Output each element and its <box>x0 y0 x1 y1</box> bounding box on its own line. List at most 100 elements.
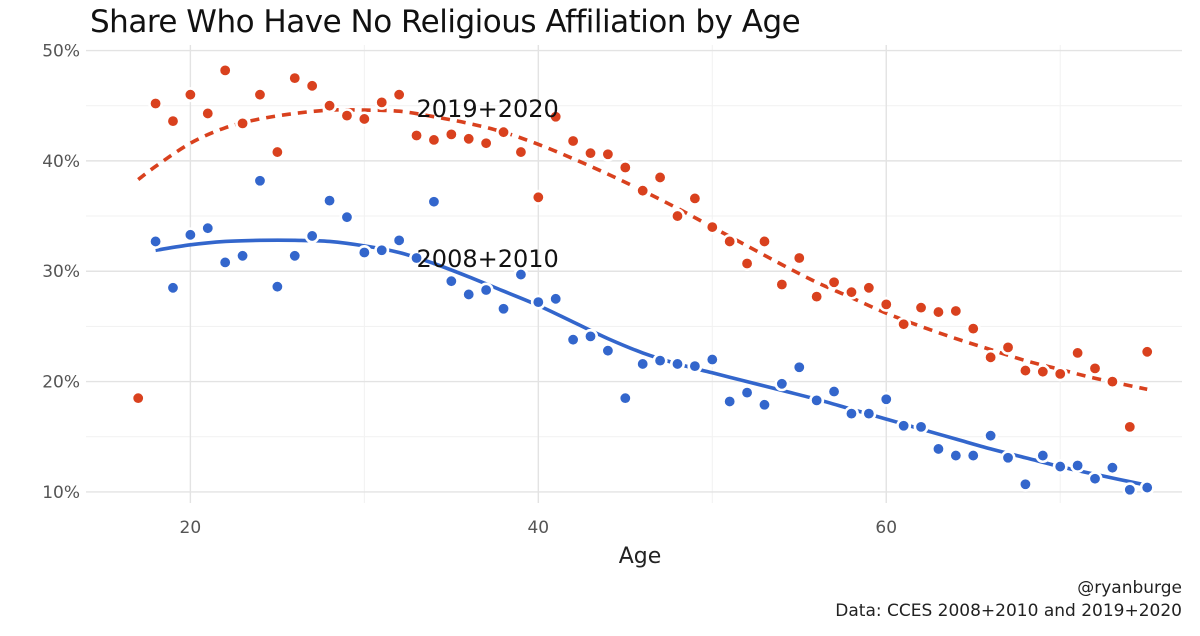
data-point-2019-2020 <box>756 233 772 249</box>
data-point-2008-2010 <box>756 397 772 413</box>
data-point-2019-2020 <box>878 296 894 312</box>
data-point-2008-2010 <box>861 406 877 422</box>
data-point-2008-2010 <box>322 193 338 209</box>
data-point-2008-2010 <box>443 273 459 289</box>
data-point-2019-2020 <box>774 276 790 292</box>
data-point-2019-2020 <box>635 183 651 199</box>
data-point-2008-2010 <box>1104 460 1120 476</box>
data-point-2019-2020 <box>252 87 268 103</box>
data-point-2019-2020 <box>391 87 407 103</box>
data-point-2019-2020 <box>496 124 512 140</box>
series-annotations: 2019+2020 2008+2010 <box>417 95 559 273</box>
data-point-2008-2010 <box>287 248 303 264</box>
data-point-2008-2010 <box>548 291 564 307</box>
data-point-2008-2010 <box>878 391 894 407</box>
data-point-2008-2010 <box>165 280 181 296</box>
data-point-2008-2010 <box>496 301 512 317</box>
data-point-2008-2010 <box>304 228 320 244</box>
data-point-2019-2020 <box>965 321 981 337</box>
y-tick-label: 50% <box>42 42 80 62</box>
data-point-2019-2020 <box>809 289 825 305</box>
data-point-2008-2010 <box>965 448 981 464</box>
data-point-2019-2020 <box>1122 419 1138 435</box>
data-point-2008-2010 <box>617 390 633 406</box>
data-point-2008-2010 <box>652 353 668 369</box>
data-point-2019-2020 <box>617 160 633 176</box>
data-point-2008-2010 <box>843 406 859 422</box>
series-label-2008-2010: 2008+2010 <box>417 245 559 273</box>
data-point-2019-2020 <box>426 132 442 148</box>
data-point-2019-2020 <box>652 169 668 185</box>
data-point-2008-2010 <box>1139 480 1155 496</box>
data-point-2019-2020 <box>896 316 912 332</box>
data-point-2019-2020 <box>704 219 720 235</box>
y-tick-label: 10% <box>42 483 80 503</box>
data-point-2008-2010 <box>791 359 807 375</box>
data-point-2008-2010 <box>461 286 477 302</box>
data-point-2019-2020 <box>600 146 616 162</box>
data-point-2019-2020 <box>443 126 459 142</box>
y-tick-label: 40% <box>42 152 80 172</box>
data-point-2008-2010 <box>774 376 790 392</box>
data-point-2019-2020 <box>148 95 164 111</box>
data-point-2008-2010 <box>356 244 372 260</box>
caption-handle: @ryanburge <box>1077 578 1182 598</box>
data-point-2019-2020 <box>461 131 477 147</box>
data-point-2008-2010 <box>391 232 407 248</box>
data-point-2019-2020 <box>409 127 425 143</box>
data-point-2019-2020 <box>791 250 807 266</box>
data-point-2019-2020 <box>478 135 494 151</box>
data-point-2019-2020 <box>1070 345 1086 361</box>
y-tick-label: 30% <box>42 262 80 282</box>
data-point-2008-2010 <box>1070 457 1086 473</box>
data-point-2008-2010 <box>148 233 164 249</box>
data-point-2019-2020 <box>913 300 929 316</box>
data-point-2019-2020 <box>983 349 999 365</box>
caption-source: Data: CCES 2008+2010 and 2019+2020 <box>835 601 1182 621</box>
data-point-2019-2020 <box>1000 339 1016 355</box>
data-points <box>130 62 1155 498</box>
data-point-2008-2010 <box>826 384 842 400</box>
data-point-2008-2010 <box>687 358 703 374</box>
data-point-2008-2010 <box>374 242 390 258</box>
data-point-2008-2010 <box>1087 471 1103 487</box>
data-point-2008-2010 <box>913 419 929 435</box>
data-point-2008-2010 <box>635 356 651 372</box>
data-point-2008-2010 <box>930 441 946 457</box>
data-point-2008-2010 <box>722 393 738 409</box>
data-point-2019-2020 <box>861 280 877 296</box>
data-point-2008-2010 <box>896 418 912 434</box>
data-point-2019-2020 <box>548 109 564 125</box>
trend-line-2008-2010 <box>155 238 1148 488</box>
trend-lines <box>137 108 1148 488</box>
data-point-2019-2020 <box>687 190 703 206</box>
data-point-2008-2010 <box>235 248 251 264</box>
data-point-2008-2010 <box>409 250 425 266</box>
y-tick-label: 20% <box>42 373 80 393</box>
data-point-2008-2010 <box>739 385 755 401</box>
data-point-2008-2010 <box>1035 448 1051 464</box>
data-point-2019-2020 <box>374 94 390 110</box>
data-point-2019-2020 <box>948 303 964 319</box>
data-point-2019-2020 <box>287 70 303 86</box>
data-point-2019-2020 <box>530 189 546 205</box>
data-point-2008-2010 <box>513 267 529 283</box>
data-point-2019-2020 <box>669 208 685 224</box>
data-point-2008-2010 <box>478 282 494 298</box>
data-point-2008-2010 <box>426 194 442 210</box>
data-point-2019-2020 <box>130 390 146 406</box>
data-point-2008-2010 <box>530 294 546 310</box>
data-point-2008-2010 <box>1052 459 1068 475</box>
data-point-2008-2010 <box>669 356 685 372</box>
x-axis-title: Age <box>619 544 662 569</box>
data-point-2008-2010 <box>565 332 581 348</box>
grid-layer <box>86 45 1182 503</box>
data-point-2019-2020 <box>217 62 233 78</box>
data-point-2008-2010 <box>269 279 285 295</box>
series-label-2019-2020: 2019+2020 <box>417 95 559 123</box>
data-point-2019-2020 <box>930 304 946 320</box>
data-point-2019-2020 <box>1052 366 1068 382</box>
data-point-2019-2020 <box>843 284 859 300</box>
data-point-2019-2020 <box>182 87 198 103</box>
data-point-2019-2020 <box>339 108 355 124</box>
